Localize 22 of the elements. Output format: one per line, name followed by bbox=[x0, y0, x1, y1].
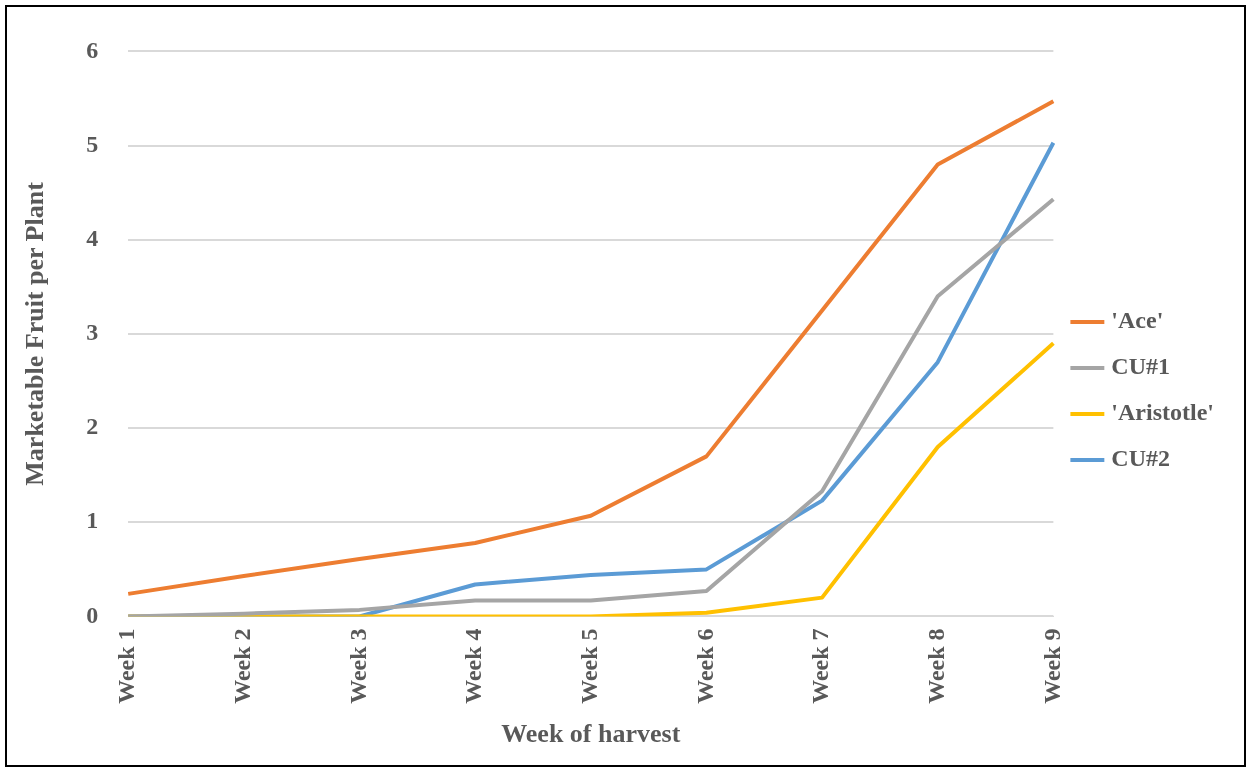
x-tick-label: Week 6 bbox=[691, 628, 718, 704]
y-tick-label: 6 bbox=[86, 36, 99, 63]
y-tick-label: 1 bbox=[86, 507, 99, 534]
legend-label: CU#1 bbox=[1111, 353, 1171, 380]
y-tick-label: 5 bbox=[86, 130, 99, 157]
legend-label: CU#2 bbox=[1111, 445, 1171, 472]
y-tick-label: 4 bbox=[86, 224, 99, 251]
x-axis-title: Week of harvest bbox=[501, 719, 681, 749]
legend-label: 'Ace' bbox=[1111, 307, 1164, 334]
x-tick-label: Week 9 bbox=[1038, 628, 1065, 704]
legend-label: 'Aristotle' bbox=[1111, 399, 1215, 426]
y-tick-label: 2 bbox=[86, 413, 99, 440]
x-tick-label: Week 3 bbox=[344, 628, 371, 704]
x-tick-label: Week 2 bbox=[229, 628, 256, 704]
y-tick-label: 0 bbox=[86, 601, 99, 628]
y-axis-title: Marketable Fruit per Plant bbox=[20, 181, 50, 486]
x-tick-label: Week 7 bbox=[807, 628, 834, 704]
x-tick-label: Week 8 bbox=[922, 628, 949, 704]
x-tick-label: Week 4 bbox=[460, 628, 487, 704]
x-tick-label: Week 1 bbox=[113, 628, 140, 704]
x-tick-label: Week 5 bbox=[575, 628, 602, 704]
y-tick-label: 3 bbox=[86, 319, 99, 346]
